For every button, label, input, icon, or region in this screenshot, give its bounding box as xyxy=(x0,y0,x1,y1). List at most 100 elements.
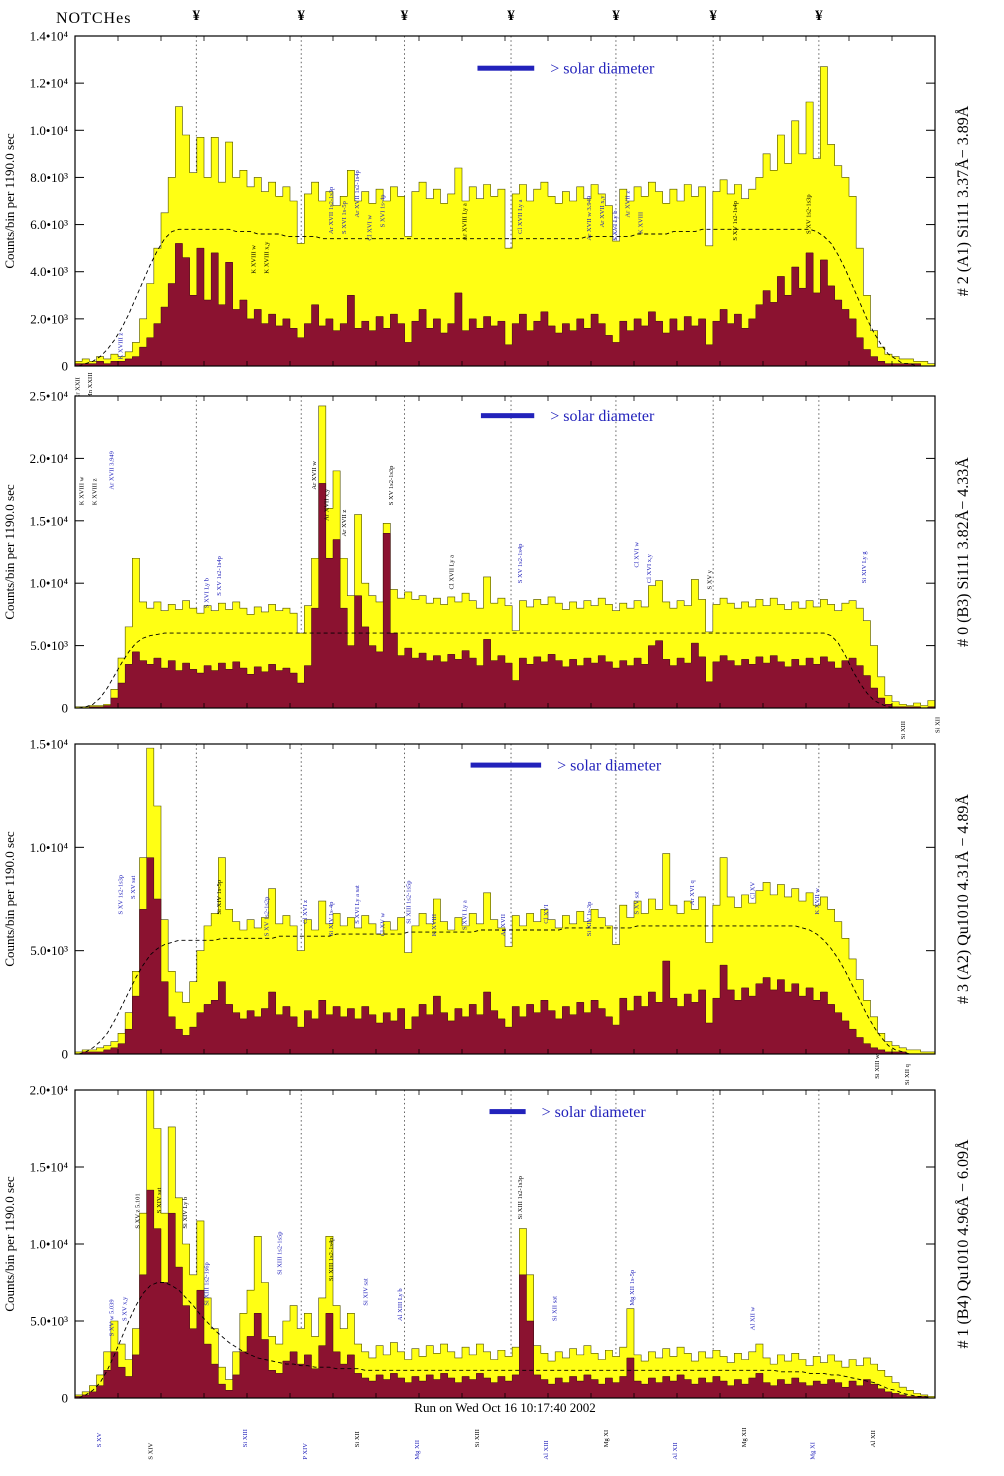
panel-3-ylabel: Counts/bin per 1190.0 sec xyxy=(2,831,17,967)
panel-4-line-annotation-19: Mg XII xyxy=(414,1440,421,1460)
panel-4-line-annotation-15: S XIV xyxy=(147,1443,154,1460)
panel-4-line-annotation-13: Al XII w xyxy=(749,1306,756,1330)
panel-4-line-annotation-5: Si XIII 1s2-1s6p xyxy=(203,1262,210,1305)
panel-2-line-annotation-9: Cl XVII Ly a xyxy=(448,555,455,590)
panel-1-line-annotation-7: Ar XVII 1s2-1s4p xyxy=(354,170,361,217)
panel-2-solar-diameter-label: > solar diameter xyxy=(550,408,655,425)
panel-4-line-annotation-17: P XIV xyxy=(302,1443,309,1460)
panel-3-line-annotation-18: Si XIII w xyxy=(874,1054,881,1079)
panel-2-line-annotation-16: Si XII xyxy=(934,717,941,733)
panel-4-line-annotation-18: Si XII xyxy=(354,1431,361,1447)
panel-3-line-annotation-3: S XV 1s2-1s2p xyxy=(264,897,271,937)
panel-3-envelope-curve xyxy=(78,925,932,1055)
panel-3-line-annotation-1: S XV sat xyxy=(130,875,137,899)
panel-3-line-annotation-15: Ar XVI q xyxy=(689,880,696,906)
panel-3-ytick-label-3: 1.5•10⁴ xyxy=(30,737,69,752)
panel-4-ytick-label-0: 0 xyxy=(62,1391,69,1406)
panel-4-line-annotation-3: S XIV sat xyxy=(156,1187,163,1213)
panel-4-line-annotation-0: S XV w 5.039 xyxy=(109,1299,116,1336)
panel-1-solar-diameter-label: > solar diameter xyxy=(550,61,655,78)
panel-1-ytick-label-0: 0 xyxy=(62,359,69,374)
panel-1-line-annotation-5: Ar XVII 1s2-1s3p xyxy=(328,187,335,234)
panel-4-ytick-label-1: 5.0•10³ xyxy=(30,1314,68,1329)
panel-2-line-annotation-8: S XV 1s2-1s3p xyxy=(388,466,395,506)
panel-4-line-annotation-20: Si XIII xyxy=(474,1429,481,1447)
panel-1-line-annotation-10: Ar XVIII Ly a xyxy=(461,203,468,240)
panel-2-ytick-label-1: 5.0•10³ xyxy=(30,638,68,653)
panel-2-line-annotation-0: K XVIII w xyxy=(79,476,86,505)
panel-1-line-annotation-4: K XVIII x,y xyxy=(264,241,271,274)
panel-2-ytick-label-0: 0 xyxy=(62,701,69,716)
panel-4-ytick-label-4: 2.0•10⁴ xyxy=(30,1083,69,1098)
panel-4-line-annotation-4: Si XIV Ly b xyxy=(182,1197,189,1229)
panel-4-hard-band-histogram xyxy=(74,1189,935,1399)
panel-2-right-label: # 0 (B3) Si111 3.82Å− 4.33Å xyxy=(954,457,972,647)
panel-4-line-annotation-24: Mg XII xyxy=(741,1428,748,1448)
panel-1-ytick-label-6: 1.2•10⁴ xyxy=(30,76,69,91)
panel-1-ytick-label-4: 8.0•10³ xyxy=(30,170,68,185)
panel-4-solar-diameter-bar xyxy=(489,1109,526,1115)
panel-1-line-annotation-16: K XVIII xyxy=(638,212,645,234)
panel-4-ytick-label-3: 1.5•10⁴ xyxy=(30,1160,69,1175)
panel-2-line-annotation-14: Si XIV Ly g xyxy=(861,551,868,584)
panel-4-total-histogram xyxy=(74,1089,936,1399)
panel-1-line-annotation-13: Ar XVII x,y xyxy=(599,195,606,228)
notch-symbol-1: ¥ xyxy=(192,8,201,24)
notch-symbol-7: ¥ xyxy=(815,8,823,24)
panel-4-line-annotation-9: Al XIII Ly b xyxy=(397,1288,404,1321)
panel-3-line-annotation-8: Si XIII 1s2-1s5p xyxy=(405,880,412,923)
panel-1-ytick-label-1: 2.0•10³ xyxy=(30,311,68,326)
panel-2-line-annotation-2: Ar XVII 3.949 xyxy=(109,451,116,489)
panel-4-right-label: # 1 (B4) Qu1010 4.96Å − 6.09Å xyxy=(954,1139,972,1348)
panel-4-line-annotation-7: Si XIII 1s2-1s4p xyxy=(328,1238,335,1281)
panel-2-ytick-label-5: 2.5•10⁴ xyxy=(30,389,69,404)
panel-4-line-annotation-23: Al XII xyxy=(672,1442,679,1459)
panel-1-ytick-label-3: 6.0•10³ xyxy=(30,217,68,232)
panel-2-line-annotation-11: Cl XVI w xyxy=(633,542,640,568)
panel-1-envelope-curve xyxy=(78,228,932,367)
panel-4-line-annotation-25: Mg XI xyxy=(810,1442,817,1460)
notches-header: NOTCHes ¥ ¥ ¥ ¥ ¥ ¥ ¥ xyxy=(0,4,1004,34)
panel-2-line-annotation-3: S XVI Ly b xyxy=(203,578,210,608)
panel-1-line-annotation-8: Cl XVI w xyxy=(367,215,374,241)
panel-2-ytick-label-2: 1.0•10⁴ xyxy=(30,576,69,591)
panel-1-line-annotation-3: K XVIII w xyxy=(251,245,258,274)
panel-3-line-annotation-9: K XVIII xyxy=(431,914,438,936)
panel-4-line-annotation-22: Mg XI xyxy=(603,1430,610,1448)
panel-1-line-annotation-6: S XVI 1s-5p xyxy=(341,201,348,234)
panel-1-hard-band-histogram xyxy=(74,243,935,367)
panel-2-total-histogram xyxy=(74,405,936,709)
panel-3-line-annotation-11: Ar XVII xyxy=(500,914,507,936)
panel-4-line-annotation-16: Si XIII xyxy=(242,1429,249,1447)
panel-2-line-annotation-15: Si XIII xyxy=(900,721,907,739)
notches-label: NOTCHes xyxy=(56,10,132,27)
panel-4-line-annotation-26: Al XII xyxy=(870,1430,877,1447)
panel-4-line-annotation-10: Si XIII 1s2-1s3p xyxy=(517,1176,524,1219)
panel-1-line-annotation-15: Ar XVII z xyxy=(625,191,632,218)
panel-3-line-annotation-2: Si XIV 1s-5p xyxy=(216,880,223,915)
panel-3-line-annotation-12: Cl XVI xyxy=(543,904,550,923)
panel-2-line-annotation-12: Cl XVI x,y xyxy=(646,553,653,583)
panel-3-ytick-label-0: 0 xyxy=(62,1047,69,1062)
panel-3-solar-diameter-bar xyxy=(470,762,542,768)
panel-3-right-label: # 3 (A2) Qu1010 4.31Å − 4.89Å xyxy=(954,794,972,1004)
panel-3-line-annotation-0: S XV 1s2-1s3p xyxy=(117,875,124,915)
panel-1-line-annotation-9: S XVI 1s-4p xyxy=(380,195,387,228)
panel-3-line-annotation-19: Si XII q xyxy=(904,1063,911,1085)
panel-2-line-annotation-13: S XV y xyxy=(706,569,713,589)
panel-1-ylabel: Counts/bin per 1190.0 sec xyxy=(2,133,17,269)
panel-4-line-annotation-8: Si XIV sat xyxy=(362,1278,369,1306)
panel-3-line-annotation-4: Cl XVI z xyxy=(302,900,309,924)
panel-3-line-annotation-17: K XVII w xyxy=(814,888,821,915)
notch-symbol-6: ¥ xyxy=(709,8,717,24)
panel-1-solar-diameter-bar xyxy=(477,65,535,71)
panel-2-line-annotation-10: S XV 1s2-1s4p xyxy=(517,544,524,584)
panel-2-solar-diameter-bar xyxy=(480,413,535,419)
panel-4-line-annotation-2: S XV z 5.101 xyxy=(135,1193,142,1228)
panel-2-envelope-curve xyxy=(78,632,932,709)
panel-2-line-annotation-5: Ar XVII w xyxy=(311,461,318,490)
panel-1-line-annotation-18: S XV 1s2-1s3p xyxy=(805,194,812,234)
notch-symbol-2: ¥ xyxy=(297,8,305,24)
panel-2-ytick-label-3: 1.5•10⁴ xyxy=(30,513,69,528)
panel-1-ytick-label-5: 1.0•10⁴ xyxy=(30,123,69,138)
